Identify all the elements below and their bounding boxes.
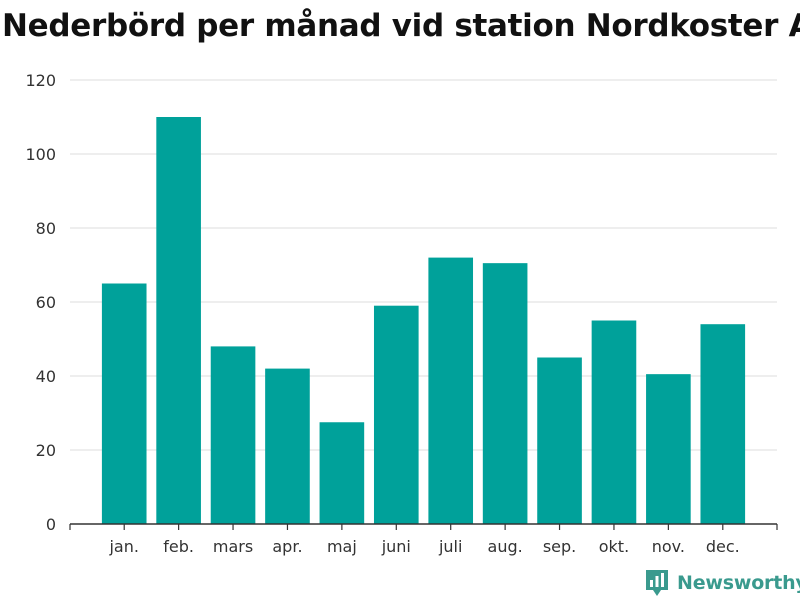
x-tick-label: juli [438,537,462,556]
bar-5 [373,305,419,524]
x-tick-label: aug. [488,537,523,556]
x-tick-label: maj [327,537,357,556]
newsworthy-logo: Newsworthy [644,568,800,598]
bar-7 [482,263,528,524]
x-tick-label: mars [213,537,253,556]
bar-6 [428,257,474,524]
x-tick-label: juni [381,537,411,556]
x-tick-label: jan. [108,537,138,556]
y-tick-label: 20 [36,441,56,460]
bars [101,117,746,524]
y-axis-ticks: 0 20 40 60 80 100 120 [25,71,56,534]
bar-2 [210,346,256,524]
y-tick-label: 0 [46,515,56,534]
x-axis-ticks: jan. feb. mars apr. maj juni juli aug. sep. okt. n… [69,524,778,556]
newsworthy-logo-icon [646,570,668,596]
bar-1 [156,117,201,524]
chart-title: Nederbörd per månad vid station Nordkost… [2,8,800,44]
bar-9 [591,320,637,524]
x-tick-label: dec. [706,537,740,556]
bar-11 [700,324,746,524]
x-tick-label: nov. [652,537,685,556]
y-tick-label: 60 [36,293,56,312]
bar-10 [646,374,691,524]
bar-8 [537,357,582,524]
x-tick-label: sep. [543,537,576,556]
y-tick-label: 100 [25,145,56,164]
newsworthy-logo-text: Newsworthy [677,572,800,594]
x-tick-label: okt. [599,537,629,556]
x-tick-label: feb. [163,537,194,556]
bar-4 [319,422,365,524]
y-tick-label: 80 [36,219,56,238]
x-tick-label: apr. [272,537,302,556]
bar-3 [265,368,310,524]
y-tick-label: 40 [36,367,56,386]
bar-0 [101,283,147,524]
y-tick-label: 120 [25,71,56,90]
